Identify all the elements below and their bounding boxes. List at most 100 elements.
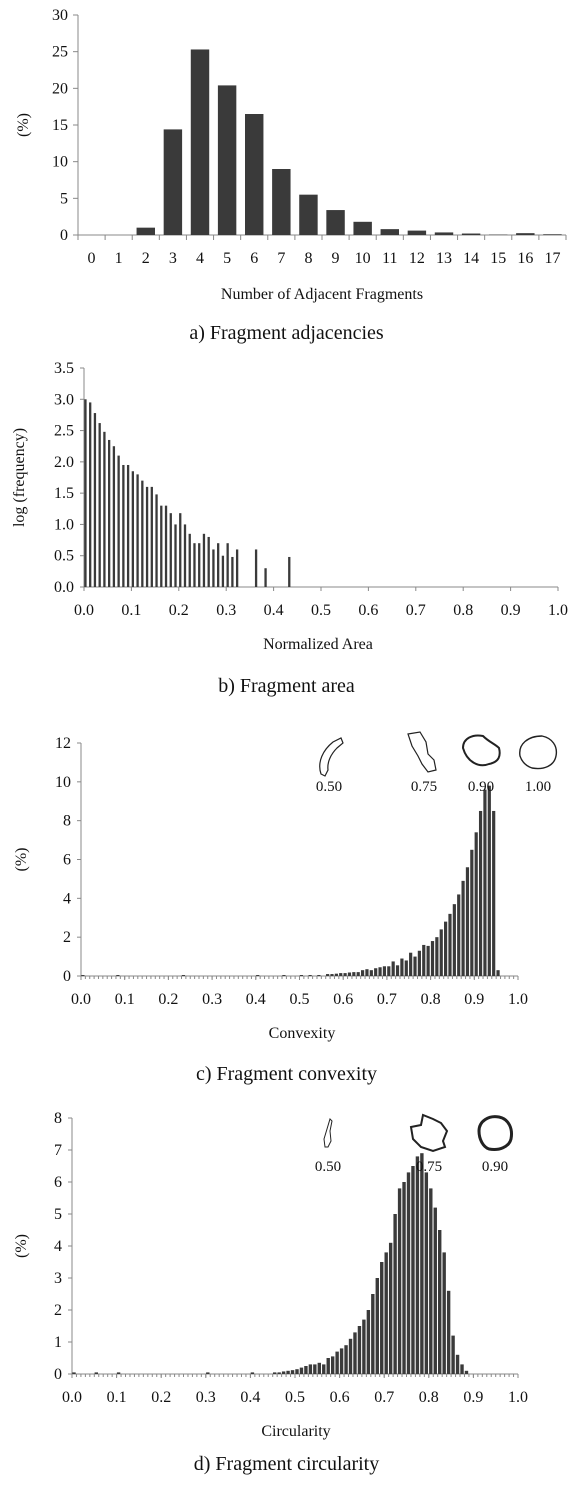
bar: [374, 968, 378, 976]
x-tick-label: 0.4: [240, 1389, 260, 1406]
convex-fragment-icon: [519, 735, 558, 770]
bar: [429, 1188, 433, 1374]
bar: [343, 973, 347, 976]
bar: [417, 950, 421, 976]
x-tick-label: 0.8: [419, 1389, 439, 1406]
bar: [362, 1319, 366, 1374]
bar: [84, 399, 87, 587]
bar: [461, 880, 465, 976]
bar: [455, 1354, 460, 1374]
example-label: 0.75: [411, 779, 437, 795]
bar: [245, 114, 264, 235]
bar: [352, 972, 356, 976]
x-tick-label: 2: [142, 250, 150, 267]
bar: [474, 832, 478, 976]
example-label: 1.00: [525, 779, 551, 795]
bar: [126, 464, 130, 587]
x-tick-label: 0.6: [330, 1389, 350, 1406]
x-tick-label: 15: [490, 250, 506, 267]
bar: [460, 1364, 464, 1374]
bar: [451, 1335, 455, 1374]
bar: [207, 536, 210, 587]
bar: [141, 480, 144, 587]
bar: [393, 1214, 397, 1374]
chart-panel-convexity: 0 2 4 6 8 10 12 0.0 0.1 0.2 0.3 0.4 0.5 0.6 0.7 0.8 0.9 1…: [0, 712, 573, 1097]
x-tick-label: 14: [463, 250, 479, 267]
x-tick-label: 0.0: [62, 1389, 82, 1406]
bar: [202, 533, 206, 587]
x-tick-label: 1.0: [548, 602, 568, 619]
bar: [150, 486, 153, 587]
bar: [179, 513, 182, 587]
bar: [264, 568, 267, 587]
bar: [496, 970, 500, 976]
bar: [353, 1332, 357, 1374]
x-tick-label: 1: [115, 250, 123, 267]
x-tick-label: 1.0: [508, 1389, 528, 1406]
bar: [360, 970, 365, 976]
bar: [116, 1372, 121, 1374]
x-tick-label: 10: [355, 250, 371, 267]
bar: [402, 1182, 406, 1374]
bar: [290, 1370, 295, 1374]
x-tick-label: 13: [436, 250, 452, 267]
bar: [344, 1345, 348, 1374]
x-tick-label: 5: [223, 250, 231, 267]
bar: [424, 1172, 429, 1374]
bar: [193, 543, 196, 587]
x-tick-label: 0.0: [71, 991, 91, 1008]
bar: [206, 1372, 210, 1374]
bar: [465, 867, 470, 976]
y-tick-label: 0.0: [54, 579, 74, 596]
bar: [382, 966, 387, 976]
bar: [272, 169, 291, 235]
x-tick-label: 0.2: [151, 1389, 171, 1406]
bar: [103, 431, 106, 587]
bar: [409, 952, 413, 976]
caption-area: b) Fragment area: [218, 675, 355, 697]
bar: [281, 1371, 286, 1374]
x-tick-label: 8: [304, 250, 312, 267]
example-label: 0.50: [316, 779, 342, 795]
bar: [93, 413, 97, 587]
bar: [169, 513, 172, 587]
caption-convexity: c) Fragment convexity: [195, 1063, 378, 1085]
y-tick-label: 1.0: [54, 516, 74, 533]
bar: [444, 921, 448, 976]
irregular-fragment-icon: [407, 731, 437, 773]
y-tick-label: 7: [54, 1142, 62, 1159]
convexity-bar-chart: 0 2 4 6 8 10 12 0.0 0.1 0.2 0.3 0.4 0.5 0.6 0.7 0.8 0.9 1…: [13, 731, 558, 1042]
x-tick-label: 3: [169, 250, 177, 267]
bar: [543, 234, 562, 235]
bar: [461, 233, 481, 235]
bar: [112, 446, 116, 587]
y-tick-label: 8: [63, 813, 71, 830]
x-tick-label: 9: [332, 250, 340, 267]
y-tick-label: 10: [52, 154, 68, 171]
chart-panel-circularity: 0 1 2 3 4 5 6 7 8 0.0 0.1 0.2 0.3 0.4 0.5 0.6 0.7 0.8 0.9 1…: [0, 1097, 573, 1493]
bar: [160, 505, 163, 587]
x-tick-label: 0.5: [311, 602, 331, 619]
x-axis-title: Convexity: [269, 1025, 336, 1042]
bar: [317, 975, 321, 976]
x-tick-label: 0.2: [158, 991, 178, 1008]
x-tick-label: 0.8: [453, 602, 473, 619]
x-tick-label: 0.7: [406, 602, 426, 619]
x-axis-title: Number of Adjacent Fragments: [221, 286, 423, 303]
bar: [183, 524, 187, 587]
bar: [89, 402, 92, 587]
example-label: 0.75: [416, 1159, 442, 1175]
bar: [174, 524, 177, 587]
y-tick-label: 15: [52, 117, 68, 134]
x-tick-label: 0: [88, 250, 96, 267]
near-circular-fragment-icon: [477, 1115, 513, 1151]
bar: [330, 1356, 335, 1374]
y-tick-label: 12: [55, 735, 71, 752]
bar: [256, 975, 260, 976]
bar: [212, 549, 215, 587]
x-tick-label: 0.3: [216, 602, 236, 619]
x-tick-label: 0.1: [107, 1389, 127, 1406]
x-axis-title: Circularity: [261, 1423, 330, 1440]
y-tick-label: 5: [60, 190, 68, 207]
bar: [122, 464, 125, 587]
